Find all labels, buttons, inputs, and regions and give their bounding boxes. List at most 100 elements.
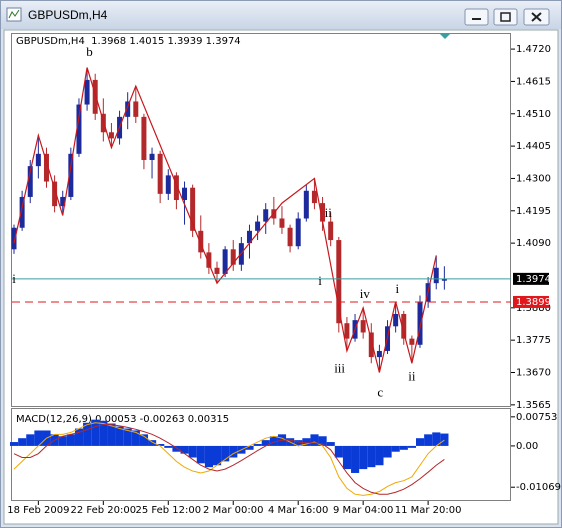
macd-bar (83, 422, 92, 446)
wave-zigzag (13, 67, 437, 373)
price-label-box (513, 295, 549, 308)
candle-body (401, 313, 407, 339)
y-tick-label: 1.4405 (516, 141, 551, 152)
candle-body (230, 249, 236, 265)
macd-frame (11, 408, 511, 501)
candle-body (190, 187, 196, 231)
price-label: 1.3974 (516, 274, 551, 285)
y-tick-label: 1.4615 (516, 76, 551, 87)
macd-bar (334, 445, 343, 458)
candle-body (433, 267, 439, 284)
candle-body (360, 320, 366, 333)
main-chart-header: GBPUSDm,H4 1.3968 1.4015 1.3939 1.3974 (16, 36, 241, 47)
window-icon-glyph (8, 9, 20, 19)
macd-bar (156, 443, 165, 446)
macd-bar (58, 436, 67, 446)
macd-bar (213, 445, 222, 466)
y-tick-label: 1.4090 (516, 238, 551, 249)
macd-bar (383, 445, 392, 458)
macd-bar (359, 445, 368, 470)
y-tick-label: -0.01069 (516, 482, 561, 493)
candle-body (255, 221, 261, 231)
macd-bar (326, 442, 335, 446)
candle-body (35, 153, 41, 167)
macd-bar (18, 438, 27, 446)
wave-label: i (12, 271, 16, 286)
macd-header: MACD(12,26,9) 0.00053 -0.00263 0.00315 (16, 414, 229, 425)
x-tick-label: 25 Feb 12:00 (135, 505, 201, 516)
candle-body (295, 218, 301, 247)
y-tick-label: 1.3565 (516, 400, 551, 411)
candle-body (303, 190, 309, 219)
main-chart-frame (11, 33, 511, 407)
candle-body (287, 227, 293, 247)
macd-line (13, 424, 445, 495)
candle-body (19, 196, 25, 228)
macd-bar (172, 445, 181, 452)
candle-body (344, 323, 350, 339)
candle-body (60, 196, 66, 207)
wave-label: ii (408, 369, 416, 384)
macd-bar (424, 434, 433, 446)
candle-body (173, 175, 179, 201)
macd-bar (107, 423, 116, 446)
close-glyph (531, 12, 542, 22)
candle-body (125, 101, 131, 117)
wave-label: ii (325, 205, 333, 220)
wave-label: iv (360, 286, 371, 301)
macd-line (13, 422, 445, 496)
maximize-button[interactable] (493, 8, 518, 26)
candle-body (376, 350, 382, 358)
macd-bar (26, 434, 35, 446)
macd-bar (351, 445, 360, 473)
wave-label: iii (334, 361, 345, 376)
maximize-glyph (500, 12, 511, 22)
macd-bar (440, 433, 449, 446)
wave-label: b (86, 44, 93, 59)
candle-body (43, 153, 49, 182)
candle-body (92, 79, 98, 114)
candle-body (206, 252, 212, 268)
candle-body (52, 181, 58, 207)
candle-body (76, 104, 82, 154)
candle-body (246, 230, 252, 244)
y-tick-label: 1.3880 (516, 303, 551, 314)
candle-body (182, 187, 188, 201)
y-tick-label: 0.00753 (516, 412, 557, 423)
candle-body (311, 190, 317, 204)
candle-body (409, 338, 415, 345)
macd-bar (432, 432, 441, 446)
candle-body (157, 153, 163, 194)
macd-bar (221, 445, 230, 462)
candle-body (417, 301, 423, 345)
macd-bar (139, 434, 149, 446)
macd-bar (204, 445, 213, 468)
macd-bar (399, 445, 408, 450)
x-tick-label: 4 Mar 16:00 (268, 505, 328, 516)
macd-bar (188, 445, 197, 458)
macd-bar (74, 428, 84, 446)
wave-label: i (395, 281, 399, 296)
macd-bar (99, 420, 108, 446)
macd-bar (245, 445, 254, 450)
y-tick-label: 1.4510 (516, 109, 551, 120)
macd-bar (66, 434, 75, 446)
candle-body (393, 313, 399, 327)
y-tick-label: 1.4720 (516, 44, 551, 55)
chart-shift-marker[interactable] (440, 34, 450, 39)
candle-body (68, 153, 74, 197)
y-tick-label: 1.3670 (516, 368, 551, 379)
x-tick-label: 9 Mar 04:00 (333, 505, 393, 516)
macd-bar (253, 443, 262, 446)
macd-bar (91, 419, 100, 446)
macd-bar (123, 428, 132, 446)
candle-body (27, 166, 33, 197)
macd-bar (342, 445, 352, 470)
window-buttons[interactable] (464, 8, 550, 26)
y-tick-label: 0.00 (516, 441, 538, 452)
candle-body (84, 79, 90, 105)
candle-body (279, 218, 285, 228)
minimize-button[interactable] (464, 8, 489, 26)
